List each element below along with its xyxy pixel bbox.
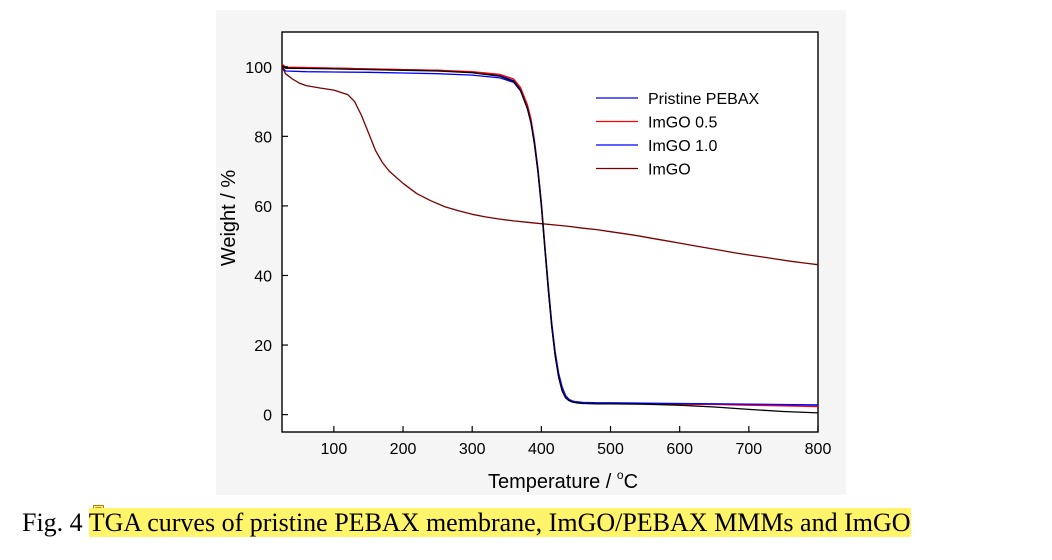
x-tick-label-600: 600	[666, 441, 693, 458]
y-tick-label-80: 80	[254, 129, 272, 146]
legend-label-imgo: ImGO	[648, 162, 691, 179]
x-tick-label-800: 800	[805, 441, 832, 458]
x-axis-label-main: Temperature /	[488, 471, 617, 493]
x-tick-label-500: 500	[597, 441, 624, 458]
figure-caption: Fig. 4 TGA curves of pristine PEBAX memb…	[22, 508, 911, 538]
caption-prefix: Fig. 4	[22, 508, 89, 537]
x-tick-label-100: 100	[321, 441, 348, 458]
x-axis-label-degree: o	[617, 468, 624, 482]
tga-chart: 100 200 300 400 500 600 700 800 0 20 40 60 80 100 Pri…	[218, 31, 832, 493]
x-tick-label-700: 700	[735, 441, 762, 458]
y-axis-label: Weight / %	[218, 170, 240, 267]
series-layer	[281, 63, 819, 414]
x-tick-label-400: 400	[528, 441, 555, 458]
plot-frame	[281, 31, 819, 433]
caption-highlighted-text: TGA curves of pristine PEBAX membrane, I…	[88, 508, 911, 537]
series-line-unlabeled-4	[281, 65, 819, 414]
legend-label-imgo-1-0: ImGO 1.0	[648, 138, 717, 155]
y-tick-label-20: 20	[254, 338, 272, 355]
tick-layer: 100 200 300 400 500 600 700 800 0 20 40 60 80 100	[245, 60, 831, 458]
legend-label-imgo-0-5: ImGO 0.5	[648, 115, 717, 132]
x-tick-label-300: 300	[459, 441, 486, 458]
y-tick-label-0: 0	[263, 408, 272, 425]
x-axis-label-unit: C	[624, 471, 638, 493]
x-axis-label: Temperature / oC	[488, 468, 638, 493]
y-tick-label-60: 60	[254, 199, 272, 216]
legend: Pristine PEBAX ImGO 0.5 ImGO 1.0 ImGO	[596, 91, 759, 179]
legend-label-pristine-pebax: Pristine PEBAX	[648, 91, 759, 108]
x-tick-label-200: 200	[390, 441, 417, 458]
chart-svg: 100 200 300 400 500 600 700 800 0 20 40 60 80 100 Pri…	[218, 31, 832, 493]
y-tick-label-100: 100	[245, 60, 272, 77]
y-tick-label-40: 40	[254, 268, 272, 285]
series-line-imgo	[281, 66, 819, 266]
